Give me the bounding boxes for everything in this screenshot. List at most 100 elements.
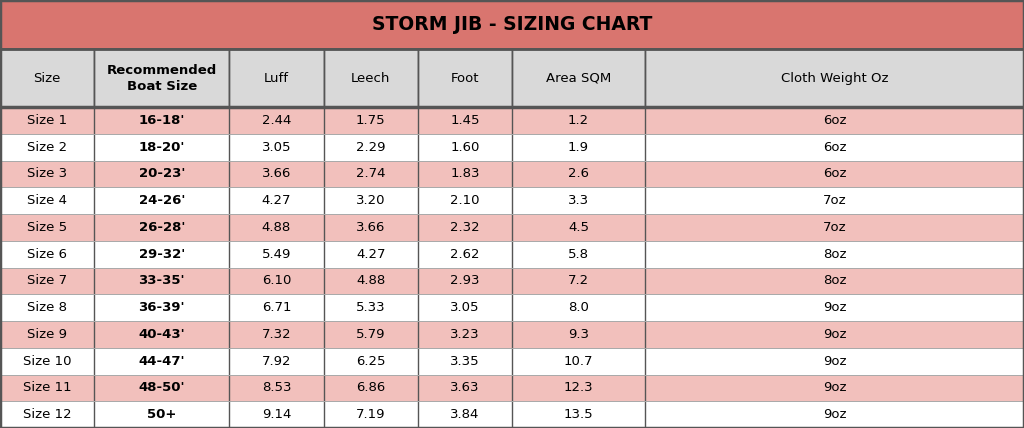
Bar bbox=[94, 321, 229, 348]
Text: 9oz: 9oz bbox=[823, 301, 846, 314]
Bar bbox=[229, 294, 324, 321]
Bar bbox=[229, 134, 324, 160]
Text: 2.32: 2.32 bbox=[451, 221, 479, 234]
Bar bbox=[229, 49, 324, 107]
Text: Size: Size bbox=[34, 71, 60, 85]
Text: 3.23: 3.23 bbox=[451, 328, 479, 341]
Bar bbox=[324, 321, 418, 348]
Text: Cloth Weight Oz: Cloth Weight Oz bbox=[781, 71, 888, 85]
Bar bbox=[418, 160, 512, 187]
Text: Size 6: Size 6 bbox=[27, 248, 68, 261]
Text: 2.74: 2.74 bbox=[356, 167, 385, 180]
Bar bbox=[512, 374, 645, 401]
Text: Foot: Foot bbox=[451, 71, 479, 85]
Bar bbox=[512, 49, 645, 107]
Bar bbox=[418, 187, 512, 214]
Text: Recommended
Boat Size: Recommended Boat Size bbox=[106, 64, 217, 92]
Bar bbox=[645, 107, 1024, 134]
Bar bbox=[418, 321, 512, 348]
Bar bbox=[512, 134, 645, 160]
Bar bbox=[645, 49, 1024, 107]
Text: 9oz: 9oz bbox=[823, 381, 846, 394]
Bar bbox=[94, 348, 229, 374]
Text: 3.3: 3.3 bbox=[568, 194, 589, 207]
Text: 1.2: 1.2 bbox=[568, 114, 589, 127]
Text: 2.10: 2.10 bbox=[451, 194, 479, 207]
Bar bbox=[324, 374, 418, 401]
Text: 6.86: 6.86 bbox=[356, 381, 385, 394]
Text: 7oz: 7oz bbox=[822, 221, 847, 234]
Bar bbox=[512, 401, 645, 428]
Text: 9oz: 9oz bbox=[823, 355, 846, 368]
Bar bbox=[324, 187, 418, 214]
Bar bbox=[512, 268, 645, 294]
Text: 7.32: 7.32 bbox=[262, 328, 291, 341]
Bar bbox=[229, 160, 324, 187]
Bar bbox=[324, 49, 418, 107]
Text: 6oz: 6oz bbox=[823, 114, 846, 127]
Bar bbox=[645, 321, 1024, 348]
Bar bbox=[94, 401, 229, 428]
Bar bbox=[645, 401, 1024, 428]
Bar bbox=[418, 268, 512, 294]
Text: 8oz: 8oz bbox=[823, 274, 846, 287]
Text: 6.71: 6.71 bbox=[262, 301, 291, 314]
Text: 7oz: 7oz bbox=[822, 194, 847, 207]
Bar bbox=[512, 321, 645, 348]
Text: 2.62: 2.62 bbox=[451, 248, 479, 261]
Text: 48-50': 48-50' bbox=[138, 381, 185, 394]
Bar bbox=[0, 187, 94, 214]
Bar bbox=[229, 348, 324, 374]
Text: 44-47': 44-47' bbox=[138, 355, 185, 368]
Text: 4.5: 4.5 bbox=[568, 221, 589, 234]
Bar bbox=[645, 187, 1024, 214]
Text: 5.33: 5.33 bbox=[356, 301, 385, 314]
Text: 3.66: 3.66 bbox=[356, 221, 385, 234]
Text: 7.19: 7.19 bbox=[356, 408, 385, 421]
Text: 10.7: 10.7 bbox=[564, 355, 593, 368]
Bar bbox=[94, 214, 229, 241]
Bar bbox=[512, 160, 645, 187]
Text: 18-20': 18-20' bbox=[138, 141, 185, 154]
Text: 8.0: 8.0 bbox=[568, 301, 589, 314]
Bar bbox=[418, 241, 512, 268]
Text: 3.66: 3.66 bbox=[262, 167, 291, 180]
Text: 3.05: 3.05 bbox=[451, 301, 479, 314]
Text: Size 5: Size 5 bbox=[27, 221, 68, 234]
Text: Size 3: Size 3 bbox=[27, 167, 68, 180]
Text: 3.35: 3.35 bbox=[451, 355, 479, 368]
Text: 9.14: 9.14 bbox=[262, 408, 291, 421]
Bar bbox=[324, 241, 418, 268]
Bar bbox=[512, 294, 645, 321]
Bar bbox=[512, 241, 645, 268]
Text: 40-43': 40-43' bbox=[138, 328, 185, 341]
Text: 9.3: 9.3 bbox=[568, 328, 589, 341]
Bar bbox=[324, 401, 418, 428]
Text: Luff: Luff bbox=[264, 71, 289, 85]
Bar bbox=[229, 107, 324, 134]
Text: 8oz: 8oz bbox=[823, 248, 846, 261]
Text: Size 7: Size 7 bbox=[27, 274, 68, 287]
Text: 12.3: 12.3 bbox=[564, 381, 593, 394]
Text: 2.93: 2.93 bbox=[451, 274, 479, 287]
Bar bbox=[418, 107, 512, 134]
Text: 6.10: 6.10 bbox=[262, 274, 291, 287]
Text: 3.20: 3.20 bbox=[356, 194, 385, 207]
Bar bbox=[94, 241, 229, 268]
Bar bbox=[324, 107, 418, 134]
Bar bbox=[0, 160, 94, 187]
Text: 6oz: 6oz bbox=[823, 167, 846, 180]
Bar bbox=[324, 268, 418, 294]
Text: Size 12: Size 12 bbox=[23, 408, 72, 421]
Text: STORM JIB - SIZING CHART: STORM JIB - SIZING CHART bbox=[372, 15, 652, 34]
Bar bbox=[645, 374, 1024, 401]
Text: 24-26': 24-26' bbox=[138, 194, 185, 207]
Text: 33-35': 33-35' bbox=[138, 274, 185, 287]
Text: Size 9: Size 9 bbox=[27, 328, 68, 341]
Bar bbox=[94, 374, 229, 401]
Text: 5.8: 5.8 bbox=[568, 248, 589, 261]
Bar bbox=[418, 134, 512, 160]
Bar bbox=[645, 268, 1024, 294]
Bar bbox=[0, 241, 94, 268]
Bar bbox=[94, 294, 229, 321]
